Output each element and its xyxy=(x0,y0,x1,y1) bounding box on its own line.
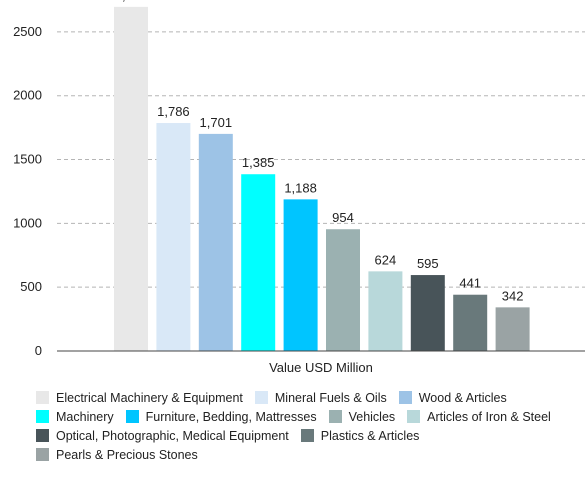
legend-label: Vehicles xyxy=(348,409,396,424)
bar xyxy=(114,6,148,351)
legend-swatch xyxy=(36,429,49,442)
bar xyxy=(410,275,445,351)
legend-label: Electrical Machinery & Equipment xyxy=(56,390,243,405)
data-label: 441 xyxy=(459,276,481,291)
data-label: 1,701 xyxy=(200,115,233,130)
legend-label: Mineral Fuels & Oils xyxy=(274,390,387,405)
bar xyxy=(453,294,488,351)
legend-label: Pearls & Precious Stones xyxy=(56,447,198,462)
data-label: 1,188 xyxy=(284,180,317,195)
legend-swatch xyxy=(254,391,268,404)
y-tick-label: 2000 xyxy=(13,88,42,103)
legend-swatch xyxy=(125,410,139,423)
legend-swatch xyxy=(328,410,342,423)
legend-label: Articles of Iron & Steel xyxy=(427,409,551,424)
data-label: 624 xyxy=(375,252,397,267)
y-tick-label: 0 xyxy=(35,343,42,358)
legend-item: Wood & Articles xyxy=(398,388,507,407)
legend-item: Vehicles xyxy=(328,407,396,426)
legend-swatch xyxy=(398,391,412,404)
y-tick-label: 1500 xyxy=(13,152,42,167)
data-label: 2,696 xyxy=(115,0,148,3)
legend: Electrical Machinery & Equipment Mineral … xyxy=(36,388,581,464)
legend-item: Electrical Machinery & Equipment xyxy=(36,388,243,407)
legend-item: Machinery xyxy=(36,407,114,426)
legend-swatch xyxy=(36,410,49,423)
y-tick-label: 2500 xyxy=(13,24,42,39)
legend-label: Plastics & Articles xyxy=(320,428,420,443)
legend-label: Machinery xyxy=(56,409,114,424)
data-label: 1,786 xyxy=(157,104,190,119)
legend-label: Furniture, Bedding, Mattresses xyxy=(145,409,317,424)
bar xyxy=(283,199,318,351)
y-tick-label: 1000 xyxy=(13,215,42,230)
data-labels: 2,696 1,786 1,701 1,385 1,188 954 624 595 441 342 xyxy=(115,0,524,303)
x-axis-title: Value USD Million xyxy=(269,360,373,375)
data-label: 342 xyxy=(502,288,524,303)
data-label: 1,385 xyxy=(242,155,275,170)
legend-swatch xyxy=(36,391,49,404)
legend-item: Plastics & Articles xyxy=(300,426,420,445)
legend-label: Optical, Photographic, Medical Equipment xyxy=(56,428,289,443)
data-label: 954 xyxy=(332,210,354,225)
bar xyxy=(156,123,191,351)
legend-item: Pearls & Precious Stones xyxy=(36,445,198,464)
bar xyxy=(326,229,360,351)
legend-swatch xyxy=(300,429,314,442)
data-label: 595 xyxy=(417,256,439,271)
y-axis-ticks: 0 500 1000 1500 2000 2500 xyxy=(13,24,42,358)
legend-item: Furniture, Bedding, Mattresses xyxy=(125,407,317,426)
legend-item: Mineral Fuels & Oils xyxy=(254,388,387,407)
bar xyxy=(241,174,276,351)
legend-item: Optical, Photographic, Medical Equipment xyxy=(36,426,289,445)
bars xyxy=(114,6,530,351)
bar xyxy=(495,307,530,351)
legend-item: Articles of Iron & Steel xyxy=(407,407,551,426)
bar xyxy=(368,271,403,351)
legend-label: Wood & Articles xyxy=(418,390,507,405)
y-tick-label: 500 xyxy=(20,279,42,294)
bar-chart: 0 500 1000 1500 2000 2500 2,696 1,786 1,701 1,38… xyxy=(13,0,585,375)
bar xyxy=(198,133,233,351)
legend-swatch xyxy=(407,410,421,423)
legend-swatch xyxy=(36,448,49,461)
